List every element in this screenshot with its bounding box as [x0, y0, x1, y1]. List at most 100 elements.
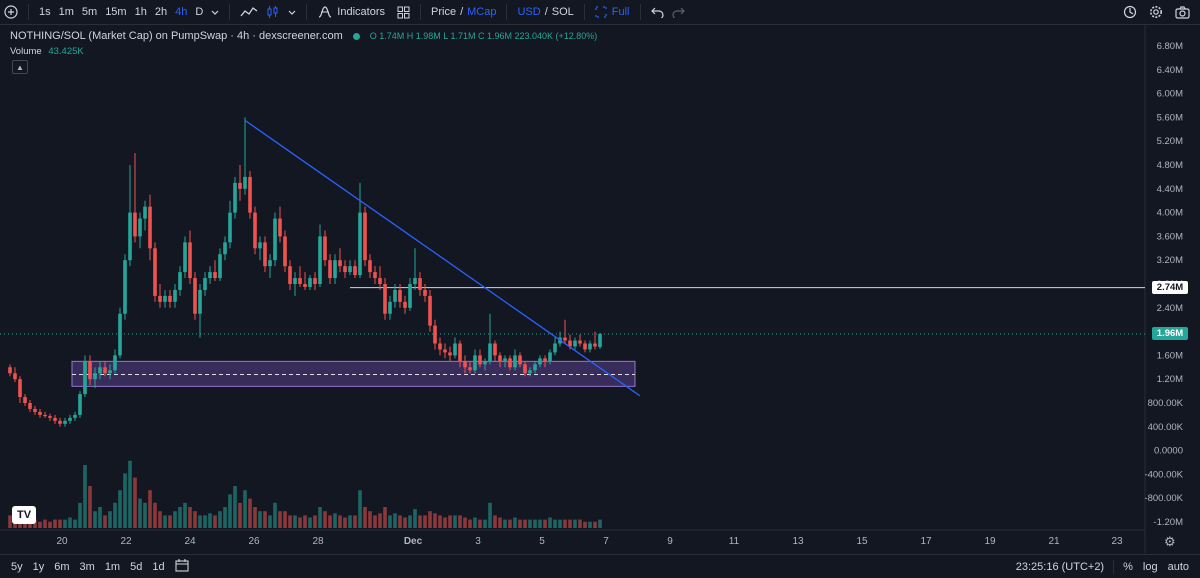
axis-settings-gear-icon[interactable]: ⚙	[1164, 534, 1176, 549]
volume-bar	[288, 515, 292, 528]
interval-1m-button[interactable]: 1m	[58, 6, 74, 18]
range-5y-button[interactable]: 5y	[11, 560, 23, 573]
symbol-title: NOTHING/SOL (Market Cap) on PumpSwap · 4…	[10, 30, 343, 42]
usd-sol-toggle[interactable]: USD / SOL	[513, 1, 577, 23]
chart-type-dropdown-icon[interactable]	[284, 1, 300, 23]
time-axis-label: 24	[184, 536, 196, 547]
price-axis-label: 4.80M	[1157, 160, 1183, 171]
volume-bar	[238, 502, 242, 528]
volume-bar	[493, 515, 497, 528]
candle-body	[543, 358, 547, 362]
candle-body	[443, 349, 447, 353]
price-axis-label: 2.40M	[1157, 303, 1183, 314]
price-axis-label: -400.00K	[1144, 469, 1183, 480]
interval-4h-button[interactable]: 4h	[175, 6, 188, 18]
candle-body	[423, 289, 427, 296]
volume-bar	[223, 507, 227, 528]
screenshot-camera-icon[interactable]	[1171, 1, 1194, 23]
layouts-icon[interactable]	[393, 1, 414, 23]
clock[interactable]: 23:25:16 (UTC+2)	[1015, 560, 1105, 573]
volume-bar	[228, 494, 232, 528]
volume-bar	[458, 515, 462, 528]
candle-body	[293, 278, 297, 284]
mcap-label: MCap	[467, 6, 497, 18]
candle-body	[308, 278, 312, 287]
interval-1h-button[interactable]: 1h	[134, 6, 147, 18]
price-axis-label: 0.0000	[1154, 446, 1183, 457]
interval-2h-button[interactable]: 2h	[154, 6, 168, 18]
price-axis-label: 6.40M	[1157, 65, 1183, 76]
range-6m-button[interactable]: 6m	[54, 560, 70, 573]
candle-body	[248, 176, 252, 213]
volume-bar	[278, 511, 282, 528]
candles-chart-type-icon[interactable]	[262, 1, 284, 23]
volume-bar	[248, 498, 252, 528]
range-5d-button[interactable]: 5d	[130, 560, 143, 573]
collapse-legend-icon[interactable]: ▲	[12, 60, 28, 74]
volume-bar	[478, 519, 482, 528]
volume-bar	[483, 519, 487, 528]
date-range-icon[interactable]	[170, 558, 194, 575]
settings-gear-icon[interactable]	[1145, 1, 1167, 23]
candle-body	[538, 358, 542, 365]
log-toggle[interactable]: log	[1142, 560, 1158, 573]
volume-bar	[593, 521, 597, 528]
interval-d-button[interactable]: D	[195, 6, 204, 18]
candle-body	[173, 289, 177, 302]
undo-icon[interactable]	[647, 1, 668, 23]
volume-bar	[58, 519, 62, 528]
add-symbol-icon[interactable]	[0, 1, 22, 23]
candle-body	[513, 355, 517, 368]
candle-body	[598, 333, 602, 348]
volume-bar	[93, 511, 97, 528]
volume-bar	[78, 502, 82, 528]
indicators-button[interactable]: Indicators	[313, 1, 389, 23]
time-axis-label: 19	[984, 536, 996, 547]
candle-body	[498, 355, 502, 362]
full-button[interactable]: Full	[591, 1, 634, 23]
line-chart-type-icon[interactable]	[236, 1, 262, 23]
indicators-label: Indicators	[337, 6, 385, 18]
volume-bar	[113, 502, 117, 528]
redo-icon[interactable]	[668, 1, 689, 23]
price-chart[interactable]: 6.80M 6.40M 6.00M 5.60M 5.20M 4.80M 4.40M 4.00M…	[0, 25, 1200, 553]
volume-bar	[548, 517, 552, 528]
volume-bar	[8, 515, 12, 528]
candle-body	[463, 361, 467, 368]
time-axis-label: 17	[920, 536, 932, 547]
candle-body	[223, 242, 227, 255]
auto-toggle[interactable]: auto	[1167, 560, 1189, 573]
tradingview-logo-icon[interactable]: TV	[12, 506, 36, 524]
candle-body	[128, 212, 132, 261]
candle-body	[303, 284, 307, 287]
volume-bar	[538, 519, 542, 528]
percent-toggle[interactable]: %	[1123, 560, 1133, 573]
full-label: Full	[611, 6, 630, 18]
trendline	[244, 119, 641, 397]
candle-body	[108, 370, 112, 374]
chart-area[interactable]: 6.80M 6.40M 6.00M 5.60M 5.20M 4.80M 4.40M 4.00M…	[0, 25, 1200, 553]
range-1m-button[interactable]: 1m	[104, 560, 121, 573]
candle-body	[208, 272, 212, 279]
range-1d-button[interactable]: 1d	[152, 560, 165, 573]
volume-bar	[123, 473, 127, 528]
volume-bar	[353, 515, 357, 528]
quick-search-icon[interactable]	[1119, 1, 1141, 23]
candle-body	[388, 301, 392, 314]
interval-15m-button[interactable]: 15m	[105, 6, 127, 18]
price-mcap-toggle[interactable]: Price / MCap	[427, 1, 500, 23]
candle-body	[363, 212, 367, 261]
volume-bar	[148, 490, 152, 528]
candle-body	[28, 403, 32, 409]
range-1y-button[interactable]: 1y	[32, 560, 45, 573]
volume-bar	[453, 515, 457, 528]
interval-dropdown-icon[interactable]	[207, 1, 223, 23]
range-3m-button[interactable]: 3m	[79, 560, 95, 573]
price-marker-tag: 1.96M	[1152, 327, 1188, 341]
interval-1s-button[interactable]: 1s	[39, 6, 51, 18]
price-label: Price	[431, 6, 457, 18]
volume-bar	[558, 519, 562, 528]
interval-5m-button[interactable]: 5m	[81, 6, 98, 18]
volume-bar	[198, 515, 202, 528]
candle-body	[573, 340, 577, 347]
